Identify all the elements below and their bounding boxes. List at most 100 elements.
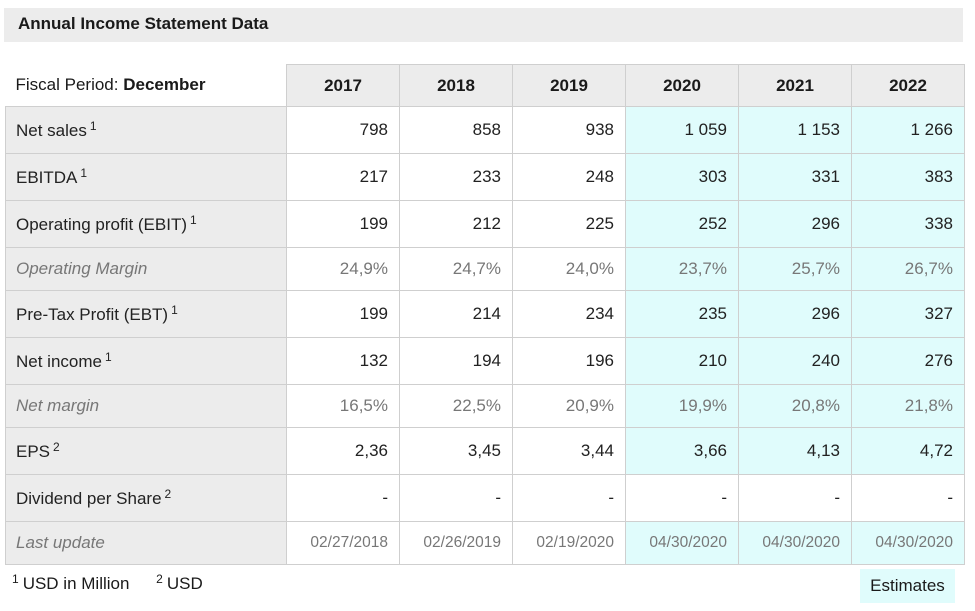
row-label: Operating Margin bbox=[5, 247, 287, 291]
row-pretax-profit: Pre-Tax Profit (EBT) 1 199 214 234 235 29… bbox=[5, 290, 965, 338]
table-cell-estimate: 296 bbox=[738, 200, 852, 248]
footnote-ref: 1 bbox=[104, 350, 112, 364]
table-cell-estimate: 303 bbox=[625, 153, 739, 201]
table-cell-estimate: 04/30/2020 bbox=[851, 521, 965, 565]
table-cell-estimate: 235 bbox=[625, 290, 739, 338]
year-header-2020[interactable]: 2020 bbox=[625, 64, 739, 107]
footnote-ref: 1 bbox=[89, 119, 97, 133]
table-cell: 132 bbox=[286, 337, 400, 385]
table-cell-estimate: 04/30/2020 bbox=[625, 521, 739, 565]
table-cell-estimate: 20,8% bbox=[738, 384, 852, 428]
row-label: Dividend per Share 2 bbox=[5, 474, 287, 522]
table-cell: 234 bbox=[512, 290, 626, 338]
footnotes: 1 USD in Million 2 USD bbox=[12, 572, 203, 594]
table-cell-estimate: 331 bbox=[738, 153, 852, 201]
table-cell: 02/27/2018 bbox=[286, 521, 400, 565]
table-cell: 24,9% bbox=[286, 247, 400, 291]
table-cell-estimate: 296 bbox=[738, 290, 852, 338]
row-label: Net margin bbox=[5, 384, 287, 428]
row-ebitda: EBITDA 1 217 233 248 303 331 383 bbox=[5, 153, 965, 201]
year-header-2021[interactable]: 2021 bbox=[738, 64, 852, 107]
header-row: Fiscal Period: December 2017 2018 2019 2… bbox=[5, 64, 965, 107]
table-cell: - bbox=[851, 474, 965, 522]
table-cell: 217 bbox=[286, 153, 400, 201]
table-cell-estimate: 1 153 bbox=[738, 106, 852, 154]
table-cell-estimate: 240 bbox=[738, 337, 852, 385]
table-cell: 24,7% bbox=[399, 247, 513, 291]
year-header-2018[interactable]: 2018 bbox=[399, 64, 513, 107]
row-eps: EPS 2 2,36 3,45 3,44 3,66 4,13 4,72 bbox=[5, 427, 965, 475]
table-cell-estimate: 23,7% bbox=[625, 247, 739, 291]
year-header-2022[interactable]: 2022 bbox=[851, 64, 965, 107]
row-operating-profit: Operating profit (EBIT) 1 199 212 225 252… bbox=[5, 200, 965, 248]
table-cell: 233 bbox=[399, 153, 513, 201]
table-cell: 2,36 bbox=[286, 427, 400, 475]
table-cell: - bbox=[738, 474, 852, 522]
row-last-update: Last update 02/27/2018 02/26/2019 02/19/… bbox=[5, 521, 965, 565]
table-cell: 199 bbox=[286, 200, 400, 248]
table-cell: 24,0% bbox=[512, 247, 626, 291]
table-cell: 212 bbox=[399, 200, 513, 248]
table-cell-estimate: 4,72 bbox=[851, 427, 965, 475]
table-cell-estimate: 4,13 bbox=[738, 427, 852, 475]
table-cell-estimate: 3,66 bbox=[625, 427, 739, 475]
footnote-ref: 2 bbox=[164, 487, 172, 501]
table-cell: 248 bbox=[512, 153, 626, 201]
footnote-ref: 1 bbox=[171, 303, 178, 317]
table-cell-estimate: 338 bbox=[851, 200, 965, 248]
table-cell-estimate: 1 266 bbox=[851, 106, 965, 154]
table-cell: 22,5% bbox=[399, 384, 513, 428]
table-cell: 3,45 bbox=[399, 427, 513, 475]
row-label: Pre-Tax Profit (EBT) 1 bbox=[5, 290, 287, 338]
table-cell: 225 bbox=[512, 200, 626, 248]
table-cell: 16,5% bbox=[286, 384, 400, 428]
row-label: EPS 2 bbox=[5, 427, 287, 475]
table-cell: - bbox=[286, 474, 400, 522]
year-header-2017[interactable]: 2017 bbox=[286, 64, 400, 107]
table-cell-estimate: 327 bbox=[851, 290, 965, 338]
row-dividend-per-share: Dividend per Share 2 - - - - - - bbox=[5, 474, 965, 522]
row-label: Net income 1 bbox=[5, 337, 287, 385]
income-statement-table: Fiscal Period: December 2017 2018 2019 2… bbox=[5, 64, 965, 565]
estimates-legend: Estimates bbox=[860, 569, 955, 603]
row-label: EBITDA 1 bbox=[5, 153, 287, 201]
footnote-2: 2 USD bbox=[156, 572, 203, 593]
table-cell: 199 bbox=[286, 290, 400, 338]
table-cell: 02/26/2019 bbox=[399, 521, 513, 565]
table-cell-estimate: 26,7% bbox=[851, 247, 965, 291]
row-label: Last update bbox=[5, 521, 287, 565]
year-header-2019[interactable]: 2019 bbox=[512, 64, 626, 107]
table-cell: - bbox=[399, 474, 513, 522]
table-cell-estimate: 276 bbox=[851, 337, 965, 385]
table-cell-estimate: 252 bbox=[625, 200, 739, 248]
fiscal-period-header: Fiscal Period: December bbox=[5, 64, 287, 107]
row-net-margin: Net margin 16,5% 22,5% 20,9% 19,9% 20,8%… bbox=[5, 384, 965, 428]
table-cell: - bbox=[625, 474, 739, 522]
row-label: Operating profit (EBIT) 1 bbox=[5, 200, 287, 248]
row-net-income: Net income 1 132 194 196 210 240 276 bbox=[5, 337, 965, 385]
table-cell: 214 bbox=[399, 290, 513, 338]
table-cell: 20,9% bbox=[512, 384, 626, 428]
table-cell-estimate: 04/30/2020 bbox=[738, 521, 852, 565]
row-net-sales: Net sales 1 798 858 938 1 059 1 153 1 266 bbox=[5, 106, 965, 154]
table-cell-estimate: 383 bbox=[851, 153, 965, 201]
footnote-ref: 2 bbox=[53, 440, 60, 454]
footnote-1: 1 USD in Million bbox=[12, 572, 130, 593]
row-label: Net sales 1 bbox=[5, 106, 287, 154]
footnote-ref: 1 bbox=[80, 166, 88, 180]
table-cell: 194 bbox=[399, 337, 513, 385]
table-cell: 858 bbox=[399, 106, 513, 154]
table-cell-estimate: 21,8% bbox=[851, 384, 965, 428]
table-cell: 02/19/2020 bbox=[512, 521, 626, 565]
fiscal-period-label: Fiscal Period: bbox=[15, 75, 119, 95]
table-cell: 938 bbox=[512, 106, 626, 154]
table-cell-estimate: 1 059 bbox=[625, 106, 739, 154]
fiscal-period-value: December bbox=[123, 75, 206, 95]
table-cell: 3,44 bbox=[512, 427, 626, 475]
table-cell: 798 bbox=[286, 106, 400, 154]
footnote-ref: 1 bbox=[190, 213, 197, 227]
table-cell: - bbox=[512, 474, 626, 522]
table-cell-estimate: 210 bbox=[625, 337, 739, 385]
table-cell-estimate: 25,7% bbox=[738, 247, 852, 291]
table-cell: 196 bbox=[512, 337, 626, 385]
